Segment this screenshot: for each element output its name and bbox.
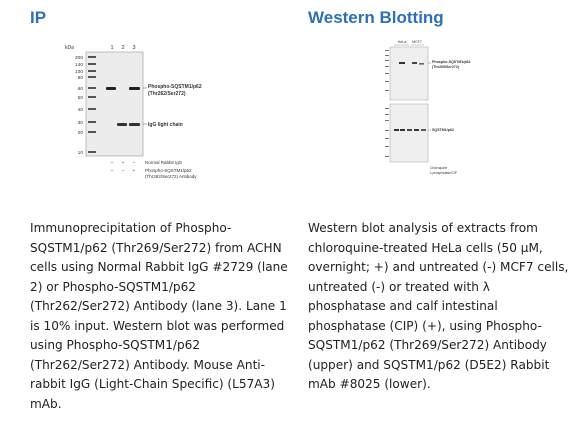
wb-upper-band-3 [419,63,424,65]
wb-heading: Western Blotting [308,8,444,27]
wb-lower-band-3 [407,129,412,131]
ip-marker-100: 100 [75,69,83,75]
ip-band-lane3-igg [129,123,140,126]
ip-marker-80: 80 [78,75,84,81]
ip-row2-label-1: Phospho-SQSTM1/p62 [145,168,192,173]
ip-heading: IP [30,8,47,27]
ip-marker-60: 60 [78,86,84,92]
ip-row1-sign-1: – [111,160,114,165]
ip-blot-figure: 1 2 3 kDa 200 140 100 80 60 50 40 30 20 … [65,45,202,179]
wb-blot-figure: HeLa MCF7 Phospho-SQSTM1/p62 (Thr269/Ser… [385,40,471,175]
ip-band-lane1-p62 [106,87,116,90]
wb-col-label-hela: HeLa [398,40,407,44]
wb-upper-label-1: Phospho-SQSTM1/p62 [432,60,471,64]
wb-upper-band-1 [399,62,405,64]
ip-row2-sign-3: + [133,168,136,173]
wb-lower-band-2 [400,129,405,131]
ip-marker-200: 200 [75,55,83,61]
wb-caption: Western blot analysis of extracts from c… [308,221,569,391]
ip-marker-140: 140 [75,62,83,68]
wb-row2-label: λ phosphatase/CIP [430,171,457,175]
ip-band-label-1: Phospho-SQSTM1/p62 [148,84,202,90]
wb-lower-band-1 [394,129,399,131]
ip-marker-40: 40 [78,107,84,113]
wb-lower-band-5 [421,129,426,131]
ip-igg-label: IgG light chain [148,122,183,128]
wb-upper-ladder [385,50,389,91]
ip-band-label-2: (Thr262/Ser272) [148,91,186,97]
ip-lane-2: 2 [121,45,124,51]
ip-marker-30: 30 [78,120,84,126]
ip-row2-label-2: (Thr262/Ser272) Antibody [145,174,197,179]
wb-upper-membrane [389,46,429,101]
ip-lane-1: 1 [110,45,113,51]
ip-row2-sign-2: – [122,168,125,173]
ip-band-lane3-p62 [129,87,140,90]
wb-lower-ladder [385,108,389,157]
ip-row2-sign-1: – [111,168,114,173]
ip-marker-50: 50 [78,95,84,101]
ip-marker-10: 10 [78,150,84,156]
ip-marker-ladder [88,56,96,153]
wb-lower-band-4 [414,129,419,131]
ip-membrane [85,51,144,157]
ip-band-lane2-igg [117,123,127,126]
ip-row1-sign-2: + [122,160,125,165]
ip-row1-sign-3: – [133,160,136,165]
ip-row1-label: Normal Rabbit IgG [145,160,183,165]
ip-caption: Immunoprecipitation of Phospho-SQSTM1/p6… [30,221,288,411]
wb-upper-band-2 [412,62,417,64]
ip-lane-3: 3 [132,45,135,51]
wb-lower-membrane [389,103,429,163]
wb-lower-label: SQSTM1/p62 [432,128,454,132]
ip-kda-label: kDa [65,45,74,51]
wb-col-label-mcf7: MCF7 [412,40,422,44]
wb-row1-label: Chloroquine [430,166,447,170]
ip-marker-20: 20 [78,130,84,136]
wb-upper-label-2: (Thr269/Ser272) [432,65,460,69]
